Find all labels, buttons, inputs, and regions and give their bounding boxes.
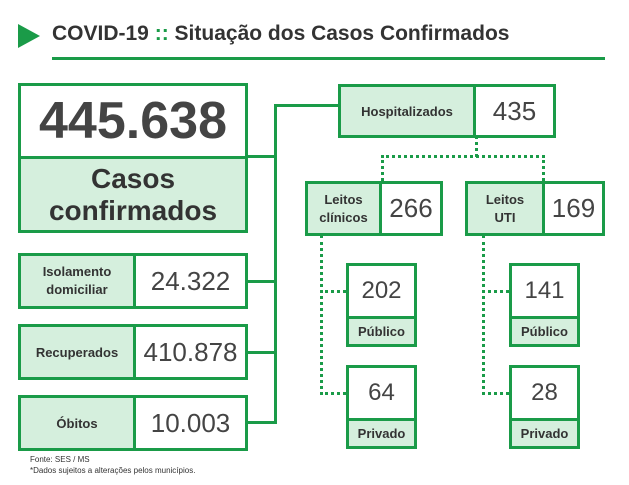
dotted-clinicos-trunk: [320, 235, 323, 395]
uti-privado-value: 28: [531, 379, 558, 406]
connector-obitos: [246, 421, 276, 424]
clinicos-privado-label: Privado: [349, 418, 414, 446]
total-label-line1: Casos: [90, 162, 176, 194]
total-label-line2: confirmados: [48, 194, 218, 226]
total-cases-value: 445.638: [39, 92, 227, 150]
total-cases-label: Casos confirmados: [21, 156, 245, 230]
dotted-to-clinicos: [381, 155, 384, 181]
clinicos-publico-value: 202: [361, 277, 402, 304]
isolamento-label-line2: domiciliar: [46, 282, 108, 297]
leitos-clinicos-box: Leitos clínicos 266: [305, 181, 443, 236]
uti-privado-label: Privado: [512, 418, 577, 446]
leitos-clinicos-value: 266: [389, 193, 433, 223]
connector-isolamento: [246, 280, 276, 283]
leitos-clinicos-label-line2: clínicos: [319, 209, 368, 225]
header-rule: [52, 57, 605, 60]
isolamento-value: 24.322: [150, 265, 231, 296]
connector-total: [246, 155, 276, 158]
leitos-clinicos-label-line1: Leitos: [324, 191, 363, 207]
leitos-uti-label: Leitos UTI: [468, 184, 545, 233]
recuperados-label: Recuperados: [21, 327, 136, 377]
connector-recuperados: [246, 351, 276, 354]
footnote-note: *Dados sujeitos a alterações pelos munic…: [30, 466, 196, 475]
title-main: COVID-19: [52, 22, 149, 45]
total-cases-box: 445.638 Casos confirmados: [18, 83, 248, 233]
leitos-clinicos-label: Leitos clínicos: [308, 184, 382, 233]
uti-publico-label: Público: [512, 316, 577, 344]
clinicos-privado-value: 64: [368, 379, 395, 406]
leitos-uti-label-line2: UTI: [494, 209, 516, 225]
isolamento-box: Isolamento domiciliar 24.322: [18, 253, 248, 309]
recuperados-box: Recuperados 410.878: [18, 324, 248, 380]
obitos-value: 10.003: [150, 407, 231, 438]
hospitalizados-box: Hospitalizados 435: [338, 84, 556, 138]
obitos-label: Óbitos: [21, 398, 136, 448]
footnote-source: Fonte: SES / MS: [30, 455, 90, 464]
isolamento-label-line1: Isolamento: [42, 264, 112, 279]
dotted-uti-privado: [482, 392, 509, 395]
page-title: COVID-19 :: Situação dos Casos Confirmad…: [52, 22, 509, 46]
hospitalizados-value: 435: [492, 95, 537, 126]
dotted-uti-publico: [482, 290, 509, 293]
uti-publico-box: 141 Público: [509, 263, 580, 347]
obitos-box: Óbitos 10.003: [18, 395, 248, 451]
leitos-uti-label-line1: Leitos: [485, 191, 525, 207]
dotted-hosp-branch: [381, 155, 545, 158]
leitos-uti-box: Leitos UTI 169: [465, 181, 605, 236]
dotted-hosp-stem: [475, 136, 478, 157]
clinicos-publico-box: 202 Público: [346, 263, 417, 347]
isolamento-label: Isolamento domiciliar: [21, 256, 136, 306]
uti-privado-box: 28 Privado: [509, 365, 580, 449]
clinicos-publico-label: Público: [349, 316, 414, 344]
title-subtitle: Situação dos Casos Confirmados: [174, 22, 510, 45]
hospitalizados-label: Hospitalizados: [341, 87, 476, 135]
title-separator: ::: [154, 22, 169, 45]
connector-hospitalizados: [276, 104, 338, 107]
dotted-clinicos-publico: [320, 290, 346, 293]
dotted-to-uti: [542, 155, 545, 181]
dotted-clinicos-privado: [320, 392, 346, 395]
header-arrow-icon: [18, 24, 40, 48]
connector-trunk: [274, 104, 277, 424]
dotted-uti-trunk: [482, 235, 485, 395]
clinicos-privado-box: 64 Privado: [346, 365, 417, 449]
uti-publico-value: 141: [524, 277, 565, 304]
recuperados-value: 410.878: [143, 336, 238, 367]
leitos-uti-value: 169: [551, 193, 596, 223]
